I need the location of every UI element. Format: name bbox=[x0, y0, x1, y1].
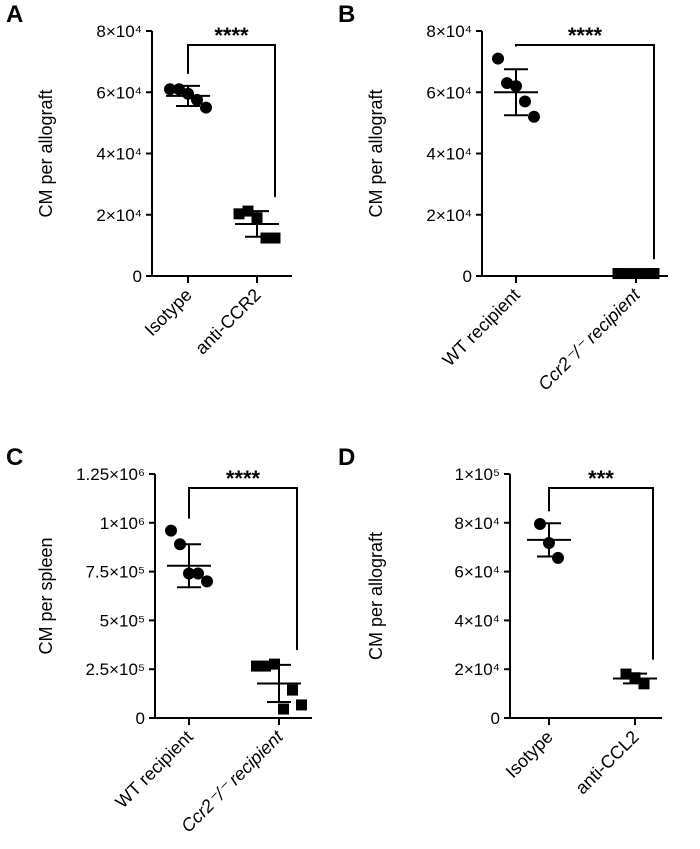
significance-label: **** bbox=[214, 23, 249, 48]
significance-bracket bbox=[187, 44, 276, 198]
y-tick-label: 5×10⁵ bbox=[100, 611, 145, 630]
significance-label: *** bbox=[588, 466, 614, 491]
y-tick-label: 2×10⁴ bbox=[454, 660, 500, 679]
x-tick-label: Isotype bbox=[502, 727, 557, 782]
data-point bbox=[501, 77, 513, 90]
significance-label: **** bbox=[226, 466, 261, 491]
data-point bbox=[260, 232, 272, 244]
data-point bbox=[201, 575, 213, 588]
data-point bbox=[552, 551, 564, 564]
x-tick-label: anti-CCL2 bbox=[571, 727, 642, 798]
data-point bbox=[492, 52, 504, 65]
panel-label: D bbox=[338, 444, 355, 471]
significance-bracket bbox=[188, 487, 298, 651]
y-axis-title: CM per allograft bbox=[366, 532, 386, 660]
y-tick-label: 2×10⁴ bbox=[96, 206, 142, 225]
y-tick-label: 0 bbox=[136, 709, 145, 728]
y-tick-label: 8×10⁴ bbox=[96, 22, 142, 41]
y-tick-label: 1×10⁵ bbox=[455, 465, 500, 484]
data-point bbox=[287, 684, 298, 696]
y-tick-label: 4×10⁴ bbox=[426, 145, 472, 164]
data-point bbox=[165, 524, 177, 537]
y-tick-label: 4×10⁴ bbox=[96, 145, 142, 164]
y-tick-label: 8×10⁴ bbox=[426, 22, 472, 41]
panel-label: A bbox=[6, 1, 23, 28]
data-point bbox=[519, 95, 531, 108]
data-point bbox=[233, 208, 245, 220]
y-axis-title: CM per allograft bbox=[366, 89, 386, 217]
data-point bbox=[269, 232, 281, 244]
y-tick-label: 6×10⁴ bbox=[426, 83, 472, 102]
x-tick-label: WT recipient bbox=[438, 285, 523, 370]
y-tick-label: 2×10⁴ bbox=[426, 206, 472, 225]
significance-bracket bbox=[548, 487, 654, 660]
y-tick-label: 7.5×10⁵ bbox=[85, 563, 145, 582]
y-tick-label: 0 bbox=[463, 267, 472, 286]
y-tick-label: 6×10⁴ bbox=[454, 563, 500, 582]
panel-label: B bbox=[338, 1, 355, 28]
data-point bbox=[251, 660, 262, 672]
y-tick-label: 2.5×10⁵ bbox=[85, 660, 145, 679]
y-tick-label: 4×10⁴ bbox=[454, 611, 500, 630]
y-tick-label: 1×10⁶ bbox=[100, 514, 145, 533]
x-tick-label: WT recipient bbox=[111, 727, 196, 812]
y-tick-label: 8×10⁴ bbox=[454, 514, 500, 533]
y-axis-title: CM per allograft bbox=[36, 89, 56, 217]
significance-label: **** bbox=[568, 23, 603, 48]
x-tick-label: Isotype bbox=[141, 285, 196, 340]
x-tick-label: anti-CCR2 bbox=[191, 285, 265, 359]
y-tick-label: 1.25×10⁶ bbox=[76, 465, 145, 484]
data-point bbox=[296, 699, 307, 711]
y-tick-label: 0 bbox=[491, 709, 500, 728]
significance-bracket bbox=[515, 44, 655, 260]
panel-label: C bbox=[6, 444, 23, 471]
data-point bbox=[192, 567, 204, 580]
data-point bbox=[528, 110, 540, 123]
data-point bbox=[278, 703, 289, 715]
y-tick-label: 0 bbox=[133, 267, 142, 286]
data-point bbox=[200, 101, 212, 114]
x-tick-label: Ccr2⁻/⁻ recipient bbox=[534, 284, 644, 394]
data-point bbox=[260, 660, 271, 672]
data-point bbox=[164, 83, 176, 96]
y-axis-title: CM per spleen bbox=[36, 537, 56, 654]
y-tick-label: 6×10⁴ bbox=[96, 83, 142, 102]
